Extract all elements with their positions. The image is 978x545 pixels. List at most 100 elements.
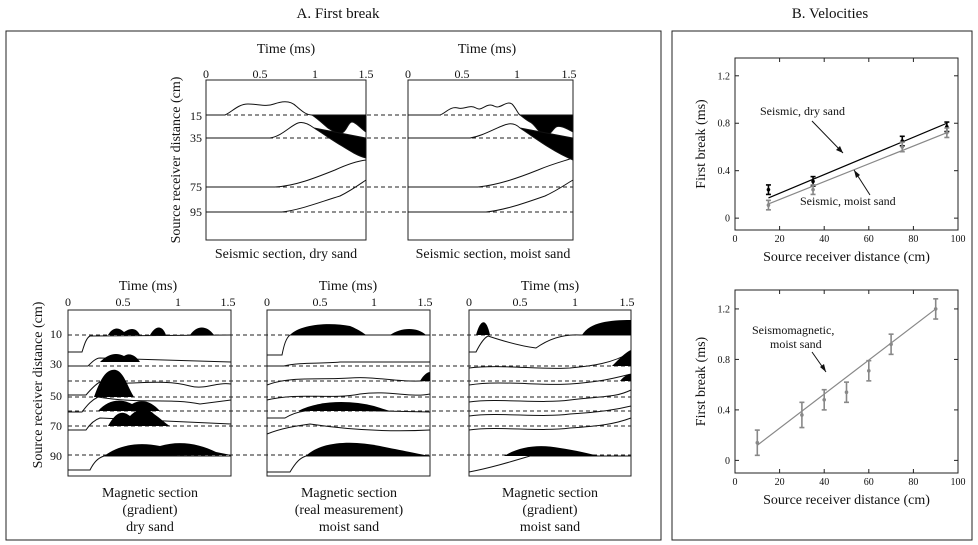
magnetic-dry-gradient-frame (67, 309, 232, 477)
distance-tick: 10 (50, 327, 62, 341)
arrowhead (820, 364, 826, 372)
x-tick-label: 80 (908, 234, 918, 245)
x-tick-label: 80 (908, 477, 918, 488)
trace (267, 334, 430, 356)
time-tick: 1 (175, 295, 181, 309)
panel-b-title: B. Velocities (792, 6, 869, 22)
distance-tick: 70 (50, 419, 62, 433)
trace (468, 389, 632, 403)
data-point (889, 342, 893, 347)
time-tick: 1 (371, 295, 377, 309)
magnetic-moist-real-caption-line: (real measurement) (295, 503, 404, 518)
time-tick: 1.5 (562, 67, 577, 81)
x-tick-label: 40 (819, 234, 829, 245)
panel-b-frame (671, 30, 973, 541)
trace (468, 417, 632, 431)
trace-95 (206, 179, 367, 213)
fill (612, 350, 631, 366)
time-tick: 0.5 (313, 295, 328, 309)
trace (68, 396, 232, 413)
y-tick-label: 0.8 (718, 119, 731, 130)
distance-tick: 90 (50, 449, 62, 463)
trace-75 (408, 157, 574, 188)
magnetic-moist-real-frame (266, 309, 431, 477)
data-point (811, 187, 815, 192)
fill (290, 324, 366, 335)
annotation-arrow (811, 120, 844, 154)
fill (190, 327, 214, 335)
time-axis-title: Time (ms) (521, 279, 580, 294)
x-tick-label: 20 (775, 234, 785, 245)
magnetic-dry-fills (94, 327, 231, 456)
time-tick: 1 (572, 295, 578, 309)
plot-frame (734, 289, 959, 474)
time-tick: 0 (203, 67, 209, 81)
time-tick: 0 (466, 295, 472, 309)
time-axis-title: Time (ms) (319, 279, 378, 294)
trace (468, 373, 632, 386)
x-tick-label: 100 (951, 234, 966, 245)
data-point (867, 368, 871, 373)
time-tick: 1.5 (418, 295, 433, 309)
magnetic-captions: Magnetic section (gradient) dry sand Mag… (102, 486, 598, 535)
x-tick-label: 0 (733, 234, 738, 245)
y-tick-label: 0.4 (718, 166, 731, 177)
seismic-sections: Time (ms) Time (ms) Source receiver dist… (169, 42, 577, 262)
seismic-dry-caption: Seismic section, dry sand (215, 247, 357, 262)
trace (468, 455, 631, 473)
trace (68, 455, 231, 471)
time-tick: 0.5 (116, 295, 131, 309)
time-tick: 1.5 (221, 295, 236, 309)
velocity-chart-seismomagnetic: 0 20 40 60 80 100 0 0.4 0.8 1.2 Source receiver di… (694, 289, 966, 508)
panel-a-title: A. First break (297, 6, 380, 22)
arrowhead (854, 170, 860, 178)
x-tick-label: 0 (733, 477, 738, 488)
magnetic-moist-gradient-traces (468, 334, 632, 473)
seismic-moist-caption: Seismic section, moist sand (416, 247, 571, 262)
trace (267, 455, 430, 473)
trace (68, 417, 232, 431)
trace (266, 392, 431, 401)
seismic-moist-frame (407, 79, 574, 241)
trace-35 (408, 123, 521, 139)
data-point (900, 145, 905, 149)
magnetic-moist-gradient-fills (476, 320, 631, 456)
plot-frame (734, 57, 959, 231)
y-axis-label: First break (ms) (694, 336, 709, 426)
y-tick-label: 0 (725, 456, 730, 467)
magnetic-distance-ticks: 10 30 50 70 90 (50, 327, 62, 463)
trace (468, 351, 632, 369)
x-axis-label: Source receiver distance (cm) (763, 250, 930, 265)
time-tick: 1 (312, 67, 318, 81)
data-point (811, 179, 815, 184)
data-point (800, 413, 804, 417)
fill-35 (313, 127, 367, 159)
y-tick-label: 0.4 (718, 405, 731, 416)
magnetic-moist-real-caption-line: Magnetic section (301, 486, 397, 501)
trace (68, 334, 232, 353)
fill (298, 401, 390, 411)
distance-tick: 35 (190, 131, 202, 145)
y-tick-label: 1.2 (718, 71, 731, 82)
magnetic-moist-gradient-caption-line: moist sand (520, 520, 580, 535)
x-tick-label: 100 (951, 477, 966, 488)
distance-tick: 75 (190, 180, 202, 194)
magnetic-moist-gradient-caption-line: (gradient) (522, 503, 578, 518)
y-tick-label: 0 (725, 214, 730, 225)
fill-35 (519, 127, 574, 161)
magnetic-dry-caption-line: (gradient) (122, 503, 178, 518)
data-point (844, 390, 849, 395)
time-tick: 1.5 (359, 67, 374, 81)
fill (476, 322, 490, 335)
y-tick-label: 1.2 (718, 304, 731, 315)
time-axis-title: Time (ms) (257, 42, 316, 57)
velocity-chart-seismic: 0 20 40 60 80 100 0 0.4 0.8 1.2 Source receiver di… (694, 57, 966, 265)
seismic-dry-traces (206, 101, 367, 213)
fill (306, 442, 430, 456)
magnetic-moist-real-fills (290, 324, 430, 456)
fill (94, 369, 134, 397)
fill (104, 443, 231, 456)
magnetic-moist-gradient-caption-line: Magnetic section (502, 486, 598, 501)
trace-75 (206, 159, 367, 188)
